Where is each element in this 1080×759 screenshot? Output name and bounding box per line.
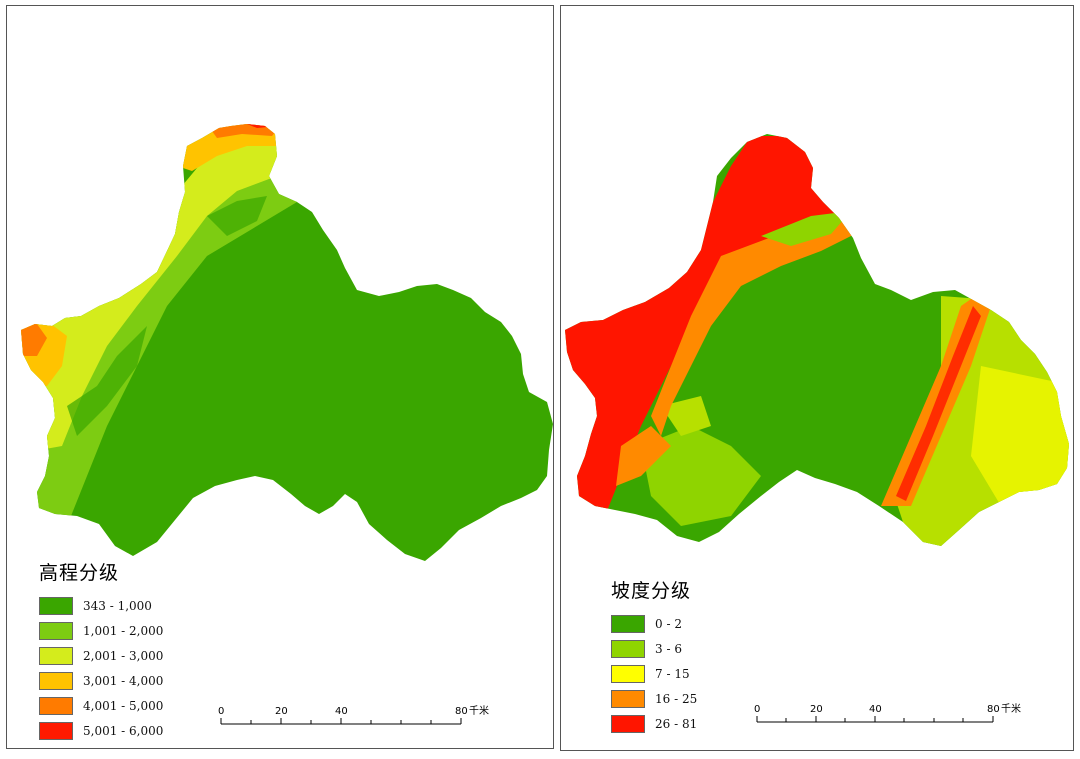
scale-tick-label: 0 <box>218 706 224 717</box>
scale-tick-label: 20 <box>810 704 823 715</box>
legend-title: 坡度分级 <box>611 580 692 602</box>
legend-swatch <box>39 646 73 665</box>
legend-label: 2,001 - 3,000 <box>83 648 164 663</box>
legend-title: 高程分级 <box>39 562 120 584</box>
legend-item: 2,001 - 3,000 <box>39 643 163 668</box>
legend-item: 7 - 15 <box>611 661 697 686</box>
legend-item: 5,001 - 6,000 <box>39 718 163 743</box>
scale-tick-label: 20 <box>275 706 288 717</box>
legend-label: 26 - 81 <box>655 716 698 731</box>
legend-item: 3,001 - 4,000 <box>39 668 163 693</box>
legend-item: 16 - 25 <box>611 686 697 711</box>
legend-label: 3,001 - 4,000 <box>83 673 164 688</box>
scale-bar: 0 20 40 80 千米 <box>218 704 489 725</box>
scale-unit: 千米 <box>469 704 489 717</box>
elevation-legend: 高程分级 343 - 1,000 1,001 - 2,000 2,001 - 3… <box>39 558 163 743</box>
legend-swatch <box>39 696 73 715</box>
slope-map <box>565 134 1069 546</box>
legend-label: 16 - 25 <box>655 691 698 706</box>
legend-label: 4,001 - 5,000 <box>83 698 164 713</box>
legend-item: 4,001 - 5,000 <box>39 693 163 718</box>
legend-swatch <box>611 689 645 708</box>
legend-label: 343 - 1,000 <box>83 598 152 613</box>
legend-swatch <box>39 596 73 615</box>
legend-label: 5,001 - 6,000 <box>83 723 164 738</box>
legend-swatch <box>611 664 645 683</box>
scale-tick-label: 0 <box>754 704 760 715</box>
scale-tick-label: 40 <box>335 706 348 717</box>
elevation-map-panel: 高程分级 343 - 1,000 1,001 - 2,000 2,001 - 3… <box>6 5 554 749</box>
legend-label: 7 - 15 <box>655 666 690 681</box>
legend-label: 1,001 - 2,000 <box>83 623 164 638</box>
legend-label: 0 - 2 <box>655 616 682 631</box>
legend-swatch <box>611 714 645 733</box>
legend-swatch <box>39 671 73 690</box>
slope-map-panel: 坡度分级 0 - 2 3 - 6 7 - 15 16 - 25 26 - 81 <box>560 5 1074 751</box>
legend-item: 1,001 - 2,000 <box>39 618 163 643</box>
elevation-map <box>21 124 553 561</box>
slope-legend: 坡度分级 0 - 2 3 - 6 7 - 15 16 - 25 26 - 81 <box>611 576 697 736</box>
legend-item: 3 - 6 <box>611 636 697 661</box>
scale-tick-label: 80 <box>455 706 468 717</box>
scale-tick-label: 80 <box>987 704 1000 715</box>
legend-swatch <box>611 614 645 633</box>
legend-swatch <box>611 639 645 658</box>
legend-label: 3 - 6 <box>655 641 682 656</box>
legend-swatch <box>39 621 73 640</box>
legend-swatch <box>39 721 73 740</box>
legend-item: 0 - 2 <box>611 611 697 636</box>
legend-item: 343 - 1,000 <box>39 593 163 618</box>
scale-tick-label: 40 <box>869 704 882 715</box>
legend-item: 26 - 81 <box>611 711 697 736</box>
scale-bar: 0 20 40 80 千米 <box>754 702 1021 723</box>
scale-unit: 千米 <box>1001 702 1021 715</box>
